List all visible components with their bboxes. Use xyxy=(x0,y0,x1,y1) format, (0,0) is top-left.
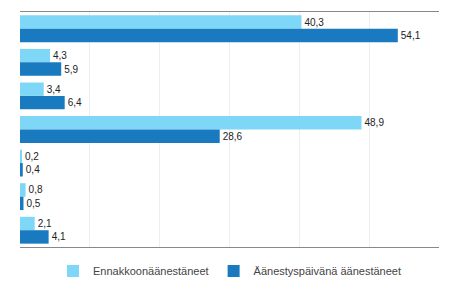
svg-text:5,9: 5,9 xyxy=(64,64,78,75)
svg-text:0,2: 0,2 xyxy=(25,151,39,162)
svg-text:48,9: 48,9 xyxy=(364,117,384,128)
svg-text:Ennakkoonäänestäneet: Ennakkoonäänestäneet xyxy=(93,265,209,277)
svg-text:40,3: 40,3 xyxy=(304,17,324,28)
svg-text:6,4: 6,4 xyxy=(68,97,82,108)
svg-text:0,8: 0,8 xyxy=(29,184,43,195)
svg-text:0,4: 0,4 xyxy=(26,164,40,175)
svg-text:0,5: 0,5 xyxy=(26,198,40,209)
svg-text:3,4: 3,4 xyxy=(47,84,61,95)
svg-text:28,6: 28,6 xyxy=(223,131,243,142)
svg-text:2,1: 2,1 xyxy=(38,218,52,229)
svg-text:4,3: 4,3 xyxy=(53,50,67,61)
svg-text:Äänestyspäivänä äänestäneet: Äänestyspäivänä äänestäneet xyxy=(254,265,401,277)
svg-text:4,1: 4,1 xyxy=(52,231,66,242)
svg-text:54,1: 54,1 xyxy=(401,30,421,41)
